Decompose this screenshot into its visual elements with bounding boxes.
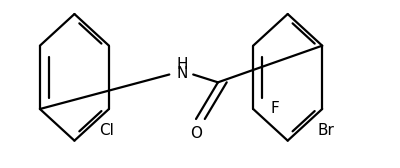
Text: N: N bbox=[176, 66, 188, 81]
Text: F: F bbox=[271, 101, 280, 116]
Text: H: H bbox=[176, 56, 188, 72]
Text: O: O bbox=[190, 127, 202, 141]
Text: Cl: Cl bbox=[100, 123, 114, 138]
Text: Br: Br bbox=[318, 123, 335, 138]
